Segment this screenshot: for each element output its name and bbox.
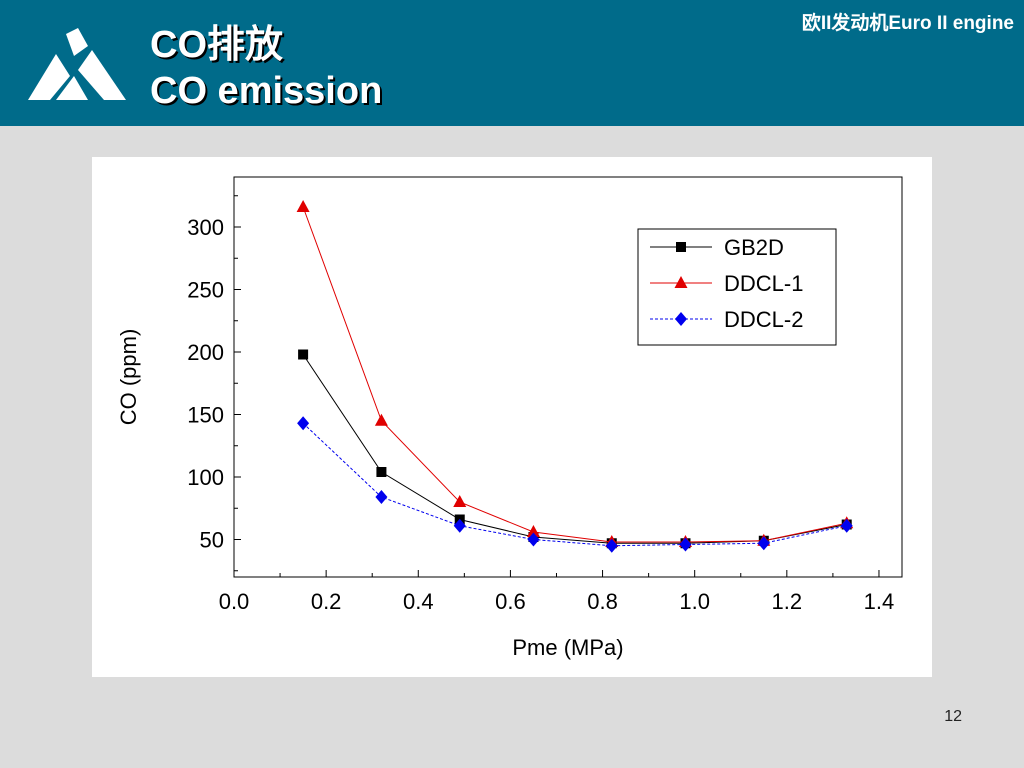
data-point-ddcl-2 bbox=[679, 537, 692, 552]
legend-label: DDCL-1 bbox=[724, 271, 803, 296]
x-tick-label: 0.2 bbox=[311, 589, 342, 614]
x-tick-label: 0.4 bbox=[403, 589, 434, 614]
legend-label: DDCL-2 bbox=[724, 307, 803, 332]
series-line-gb2d bbox=[302, 354, 847, 544]
data-point-ddcl-2 bbox=[453, 518, 466, 533]
y-tick-label: 300 bbox=[187, 215, 224, 240]
x-tick-label: 1.2 bbox=[772, 589, 803, 614]
x-axis-label: Pme (MPa) bbox=[512, 635, 623, 660]
legend-box bbox=[637, 228, 837, 346]
y-tick-label: 100 bbox=[187, 465, 224, 490]
y-tick-label: 50 bbox=[200, 528, 224, 553]
header-bar: CO排放 CO emission 欧II发动机Euro II engine bbox=[0, 0, 1024, 126]
x-tick-label: 1.0 bbox=[679, 589, 710, 614]
data-point-ddcl-1 bbox=[374, 413, 388, 426]
x-tick-label: 1.4 bbox=[864, 589, 895, 614]
page-title: CO排放 CO emission bbox=[150, 22, 382, 114]
legend-marker bbox=[675, 312, 687, 326]
engine-label: 欧II发动机Euro II engine bbox=[801, 13, 1014, 34]
legend-label: GB2D bbox=[724, 235, 784, 260]
title-english: CO emission bbox=[150, 70, 383, 112]
data-point-ddcl-1 bbox=[296, 200, 310, 212]
y-axis-label: CO (ppm) bbox=[116, 329, 141, 426]
data-point-ddcl-1 bbox=[453, 495, 467, 507]
y-tick-label: 200 bbox=[187, 340, 224, 365]
data-point-ddcl-2 bbox=[840, 518, 853, 533]
data-point-ddcl-2 bbox=[297, 416, 310, 431]
data-point-ddcl-2 bbox=[757, 536, 770, 551]
x-tick-label: 0.8 bbox=[587, 589, 618, 614]
legend-marker bbox=[674, 276, 688, 288]
data-point-ddcl-2 bbox=[605, 538, 618, 553]
plot-frame bbox=[233, 176, 903, 578]
data-point-ddcl-1 bbox=[526, 525, 540, 537]
y-tick-label: 150 bbox=[187, 403, 224, 428]
x-tick-label: 0.0 bbox=[219, 589, 250, 614]
legend-marker bbox=[676, 242, 686, 252]
company-logo-icon bbox=[28, 28, 126, 100]
data-point-ddcl-2 bbox=[375, 490, 388, 504]
chart-panel: 0.0 0.2 0.4 0.6 0.8 1.0 1.2 1.4 50 100 150 200 250 30… bbox=[92, 157, 932, 677]
data-point-gb2d bbox=[298, 349, 309, 360]
co-emission-chart: 0.0 0.2 0.4 0.6 0.8 1.0 1.2 1.4 50 100 150 200 250 30… bbox=[116, 176, 903, 660]
y-tick-label: 250 bbox=[187, 278, 224, 303]
data-point-ddcl-2 bbox=[527, 532, 540, 547]
series-line-ddcl-1 bbox=[302, 206, 847, 543]
title-chinese: CO排放 bbox=[150, 24, 284, 66]
data-point-gb2d bbox=[376, 467, 387, 477]
page-number: 12 bbox=[944, 708, 962, 725]
x-tick-label: 0.6 bbox=[495, 589, 526, 614]
series-line-ddcl-2 bbox=[302, 422, 847, 547]
